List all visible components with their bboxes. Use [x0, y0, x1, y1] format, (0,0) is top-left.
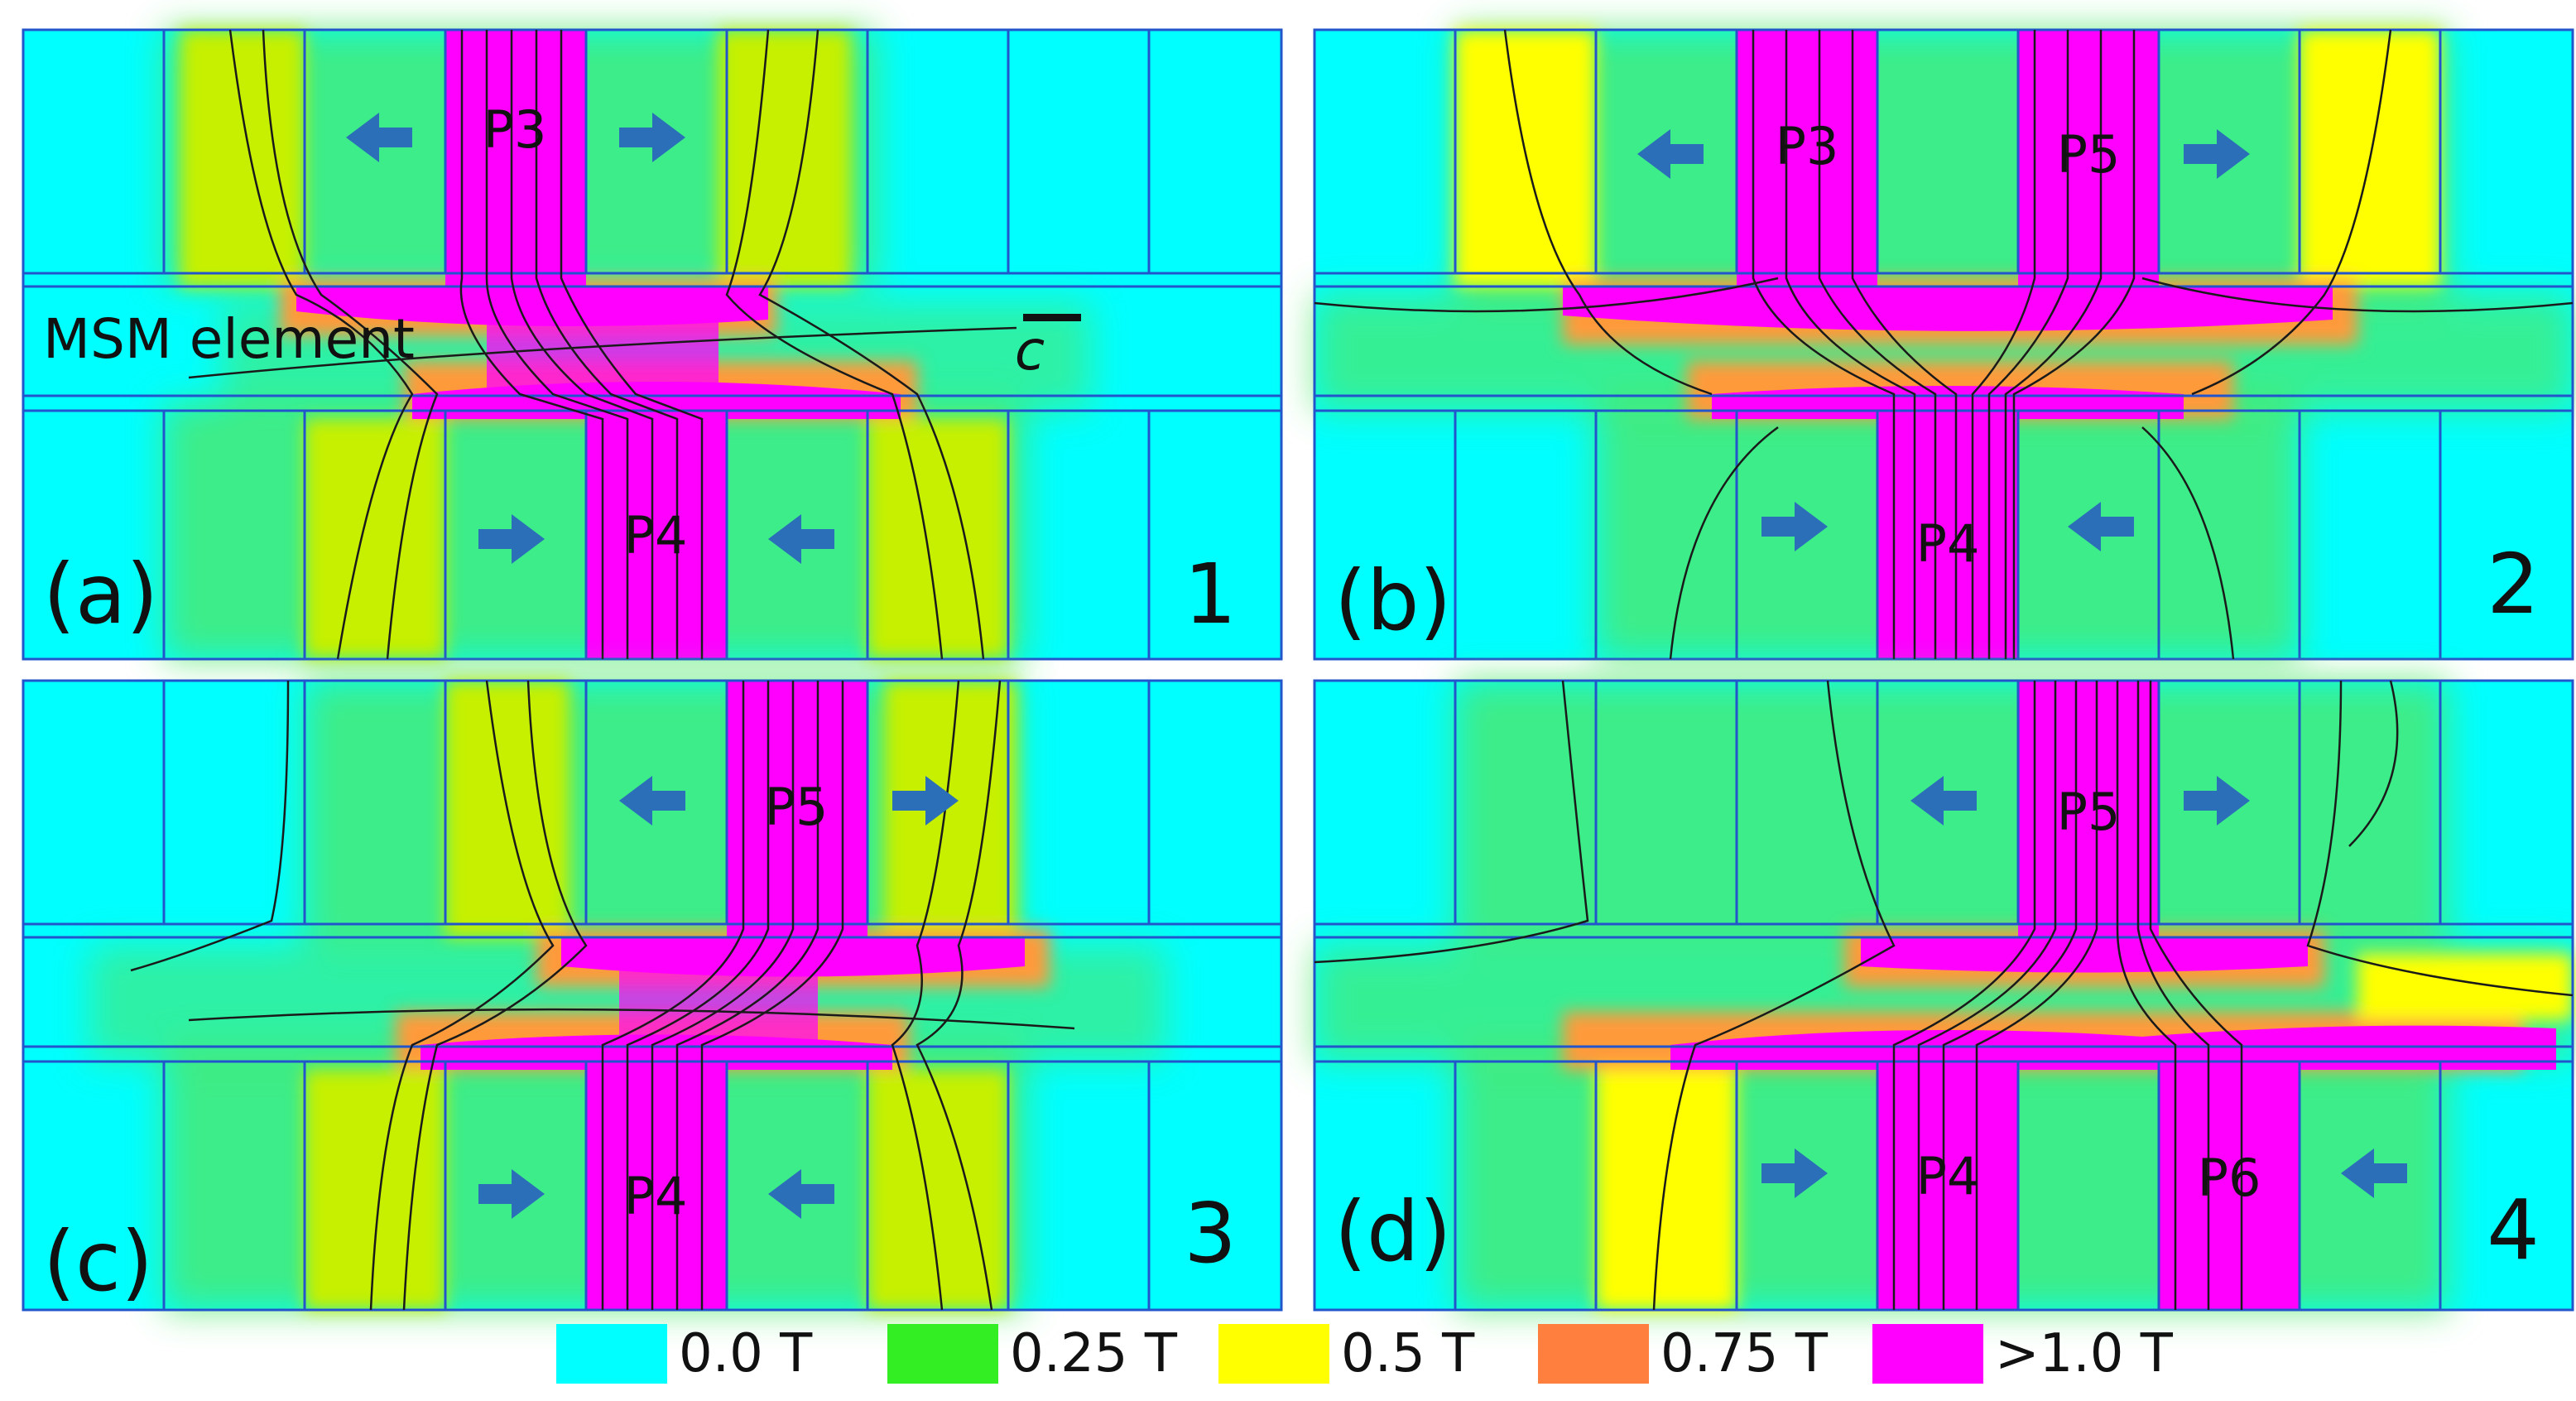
color-legend: 0.0 T 0.25 T 0.5 T 0.75 T >1.0 T: [0, 1317, 2576, 1391]
legend-swatch: [887, 1324, 998, 1384]
element-label: MSM element: [43, 307, 415, 371]
legend-swatch: [1538, 1324, 1649, 1384]
panel-label: (a): [43, 546, 158, 643]
pole-label: P5: [2057, 124, 2121, 185]
legend-label: 0.75 T: [1660, 1323, 1828, 1384]
legend-label: 0.0 T: [679, 1323, 813, 1384]
panel-number: 4: [2487, 1182, 2540, 1278]
pole-label: P3: [1776, 116, 1839, 176]
panel-number: 1: [1184, 546, 1237, 643]
legend-item: 0.0 T: [556, 1323, 813, 1384]
c-axis-label: c: [1015, 319, 1045, 383]
panel-b: [1313, 28, 2574, 661]
legend-swatch: [1872, 1324, 1983, 1384]
legend-item: 0.75 T: [1538, 1323, 1828, 1384]
panel-d: [1313, 679, 2574, 1312]
pole-label: P4: [624, 1166, 688, 1226]
pole-label: P4: [1916, 1146, 1980, 1206]
legend-label: 0.5 T: [1341, 1323, 1475, 1384]
pole-label: P5: [765, 777, 829, 837]
pole-label: P6: [2198, 1148, 2261, 1208]
legend-swatch: [1218, 1324, 1329, 1384]
pole-label: P4: [624, 505, 688, 566]
panel-label: (c): [43, 1213, 153, 1310]
panel-label: (d): [1334, 1183, 1452, 1280]
legend-swatch: [556, 1324, 667, 1384]
panel-a: [22, 28, 1283, 661]
legend-label: >1.0 T: [1995, 1323, 2173, 1384]
pole-label: P4: [1916, 513, 1980, 574]
panel-number: 2: [2487, 536, 2540, 633]
panel-label: (b): [1334, 552, 1452, 649]
legend-item: >1.0 T: [1872, 1323, 2173, 1384]
legend-label: 0.25 T: [1010, 1323, 1177, 1384]
legend-item: 0.5 T: [1218, 1323, 1475, 1384]
panel-number: 3: [1184, 1185, 1237, 1282]
panel-c: [22, 679, 1283, 1312]
pole-label: P3: [483, 99, 547, 160]
legend-item: 0.25 T: [887, 1323, 1177, 1384]
pole-label: P5: [2057, 782, 2121, 842]
